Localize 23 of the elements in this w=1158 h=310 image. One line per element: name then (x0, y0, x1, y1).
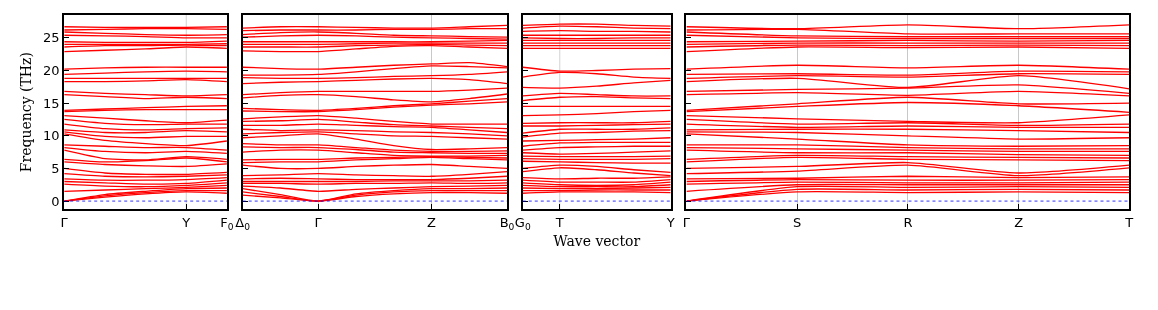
x-tick-label: Z (1014, 214, 1024, 230)
x-axis-title: Wave vector (553, 233, 641, 250)
x-tick-label: Y (181, 214, 191, 230)
y-tick-label: 10 (43, 128, 60, 144)
y-tick-label: 25 (43, 30, 60, 46)
y-tick-label: 0 (51, 193, 60, 209)
x-tick-label: Y (665, 214, 675, 230)
x-tick-label: R (903, 214, 913, 230)
x-tick-label: Γ (60, 214, 69, 230)
y-axis-title: Frequency (THz) (18, 52, 35, 173)
x-tick-label: Δ$_{0}$ (235, 214, 251, 232)
x-tick-label: Z (427, 214, 437, 230)
x-tick-label: Γ (314, 214, 323, 230)
y-tick-label: 15 (43, 95, 60, 111)
x-tick-label: T (554, 214, 564, 230)
y-tick-label: 5 (51, 160, 60, 176)
x-tick-label: S (793, 214, 802, 230)
x-tick-label: G$_{0}$ (514, 214, 531, 232)
x-tick-label: F$_{0}$ (220, 214, 234, 232)
x-tick-label: T (1124, 214, 1134, 230)
x-tick-label: B$_{0}$ (499, 214, 515, 232)
y-tick-label: 20 (43, 63, 60, 79)
x-tick-label: Γ (682, 214, 691, 230)
